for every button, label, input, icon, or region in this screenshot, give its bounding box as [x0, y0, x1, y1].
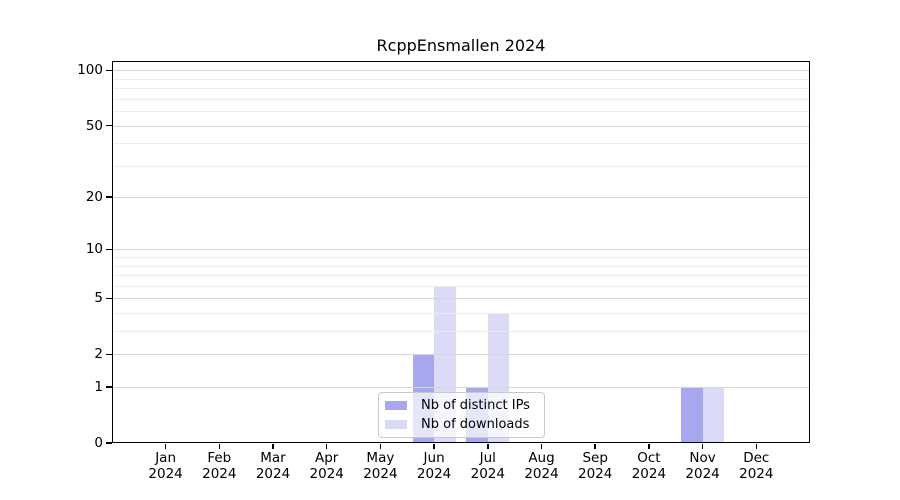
y-tick-5 [106, 297, 112, 300]
grid-layer [112, 61, 810, 443]
major-gridline [112, 70, 810, 72]
x-label-month: Jul [479, 450, 496, 466]
x-tick-sep [594, 444, 596, 449]
minor-gridline [112, 331, 810, 333]
y-tick-label-5: 5 [94, 290, 103, 307]
legend-swatch-downloads [385, 420, 407, 430]
minor-gridline [112, 275, 810, 277]
bar-nov-downloads [702, 387, 725, 443]
major-gridline [112, 387, 810, 389]
y-tick-10 [106, 248, 112, 251]
x-tick-label-may: May 2024 [348, 450, 412, 482]
x-label-month: Sep [582, 450, 608, 466]
y-tick-label-20: 20 [85, 189, 103, 206]
x-tick-mar [272, 444, 274, 449]
x-label-month: Feb [207, 450, 232, 466]
major-gridline [112, 197, 810, 199]
minor-gridline [112, 265, 810, 267]
plot-area [112, 61, 810, 443]
x-tick-jun [433, 444, 435, 449]
x-label-month: Apr [315, 450, 339, 466]
legend-swatch-distinct-ips [385, 400, 407, 410]
x-tick-dec [755, 444, 758, 449]
major-gridline [112, 249, 810, 251]
x-tick-oct [648, 444, 650, 449]
x-tick-label-apr: Apr 2024 [295, 450, 359, 482]
x-tick-nov [701, 444, 704, 449]
x-tick-label-jan: Jan 2024 [134, 450, 198, 482]
legend-item-distinct-ips: Nb of distinct IPs [385, 398, 544, 413]
x-label-year: 2024 [685, 466, 720, 482]
x-tick-label-sep: Sep 2024 [563, 450, 627, 482]
x-tick-aug [540, 444, 543, 449]
x-label-month: Jun [423, 450, 445, 466]
y-tick-50 [106, 124, 112, 127]
minor-gridline [112, 257, 810, 259]
minor-gridline [112, 88, 810, 90]
x-tick-label-jul: Jul 2024 [456, 450, 520, 482]
y-tick-label-10: 10 [85, 241, 103, 258]
x-tick-may [379, 444, 382, 449]
minor-gridline [112, 313, 810, 315]
x-label-month: Oct [637, 450, 661, 466]
major-gridline [112, 125, 810, 127]
x-tick-label-aug: Aug 2024 [510, 450, 574, 482]
x-label-year: 2024 [416, 466, 452, 482]
bar-nov-distinct-ips [681, 387, 703, 443]
minor-gridline [112, 285, 810, 287]
legend-label-distinct-ips: Nb of distinct IPs [421, 397, 530, 413]
chart-title: RcppEnsmallen 2024 [376, 36, 546, 55]
y-tick-100 [106, 69, 112, 72]
legend: Nb of distinct IPs Nb of downloads [378, 392, 545, 438]
x-label-year: 2024 [524, 466, 559, 482]
major-gridline [112, 298, 810, 300]
y-tick-label-50: 50 [85, 117, 103, 134]
y-tick-label-100: 100 [77, 62, 103, 79]
x-tick-label-feb: Feb 2024 [187, 450, 251, 482]
x-label-month: Dec [743, 450, 770, 466]
x-label-year: 2024 [631, 466, 667, 482]
x-tick-feb [218, 444, 221, 449]
x-tick-jul [487, 444, 489, 449]
legend-item-downloads: Nb of downloads [385, 417, 544, 432]
y-tick-2 [106, 353, 112, 356]
x-label-year: 2024 [255, 466, 291, 482]
x-label-year: 2024 [578, 466, 613, 482]
y-tick-label-0: 0 [94, 435, 103, 451]
x-tick-jan [164, 444, 167, 449]
x-label-year: 2024 [739, 466, 774, 482]
minor-gridline [112, 98, 810, 100]
x-tick-label-nov: Nov 2024 [671, 450, 735, 482]
minor-gridline [112, 111, 810, 113]
y-tick-label-1: 1 [94, 379, 103, 396]
y-tick-20 [106, 196, 112, 198]
x-label-month: Jan [155, 450, 176, 466]
x-label-year: 2024 [363, 466, 398, 482]
x-tick-apr [325, 444, 328, 449]
major-gridline [112, 354, 810, 356]
x-tick-label-oct: Oct 2024 [617, 450, 681, 482]
x-label-month: Nov [689, 450, 716, 466]
minor-gridline [112, 78, 810, 80]
y-tick-0 [106, 442, 112, 444]
minor-gridline [112, 143, 810, 145]
x-label-year: 2024 [148, 466, 183, 482]
x-label-month: May [366, 450, 395, 466]
y-tick-label-2: 2 [94, 346, 103, 363]
x-label-year: 2024 [470, 466, 505, 482]
x-label-month: Aug [528, 450, 555, 466]
x-tick-label-dec: Dec 2024 [724, 450, 788, 482]
x-label-year: 2024 [202, 466, 237, 482]
legend-label-downloads: Nb of downloads [421, 417, 530, 433]
x-label-year: 2024 [309, 466, 344, 482]
x-label-month: Mar [260, 450, 286, 466]
y-tick-1 [106, 386, 112, 388]
x-tick-label-jun: Jun 2024 [402, 450, 466, 482]
x-tick-label-mar: Mar 2024 [241, 450, 305, 482]
minor-gridline [112, 165, 810, 167]
